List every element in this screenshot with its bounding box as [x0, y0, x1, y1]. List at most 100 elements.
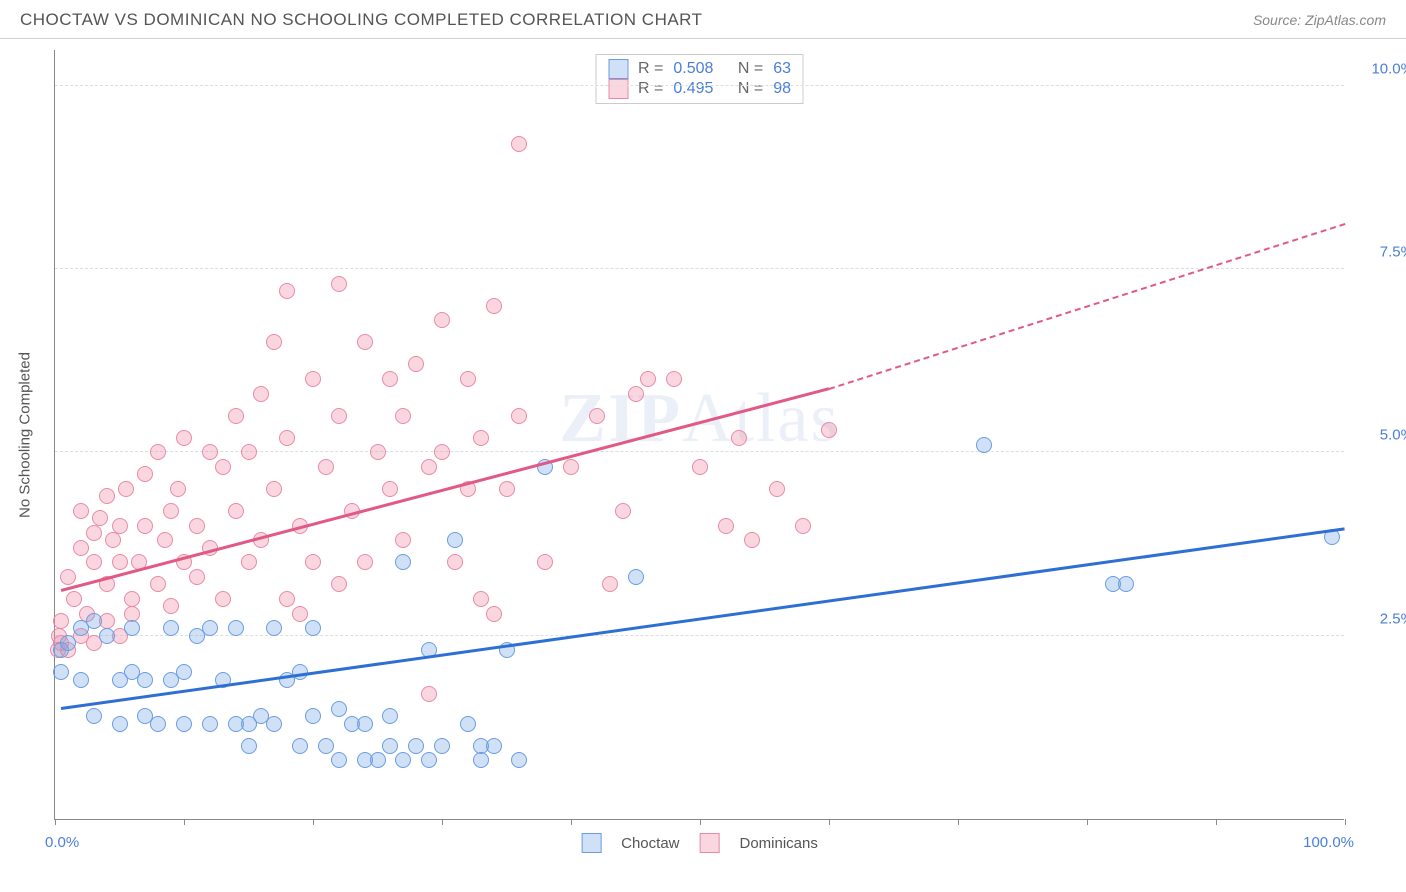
data-point-dominicans[interactable] — [73, 540, 89, 556]
data-point-dominicans[interactable] — [434, 312, 450, 328]
data-point-dominicans[interactable] — [370, 444, 386, 460]
data-point-dominicans[interactable] — [53, 613, 69, 629]
data-point-dominicans[interactable] — [105, 532, 121, 548]
data-point-dominicans[interactable] — [357, 554, 373, 570]
data-point-choctaw[interactable] — [421, 752, 437, 768]
data-point-dominicans[interactable] — [66, 591, 82, 607]
data-point-choctaw[interactable] — [73, 672, 89, 688]
data-point-dominicans[interactable] — [86, 525, 102, 541]
data-point-dominicans[interactable] — [395, 532, 411, 548]
data-point-choctaw[interactable] — [266, 716, 282, 732]
data-point-choctaw[interactable] — [473, 752, 489, 768]
data-point-dominicans[interactable] — [170, 481, 186, 497]
data-point-choctaw[interactable] — [447, 532, 463, 548]
data-point-dominicans[interactable] — [305, 371, 321, 387]
data-point-dominicans[interactable] — [357, 334, 373, 350]
data-point-choctaw[interactable] — [331, 701, 347, 717]
data-point-dominicans[interactable] — [215, 591, 231, 607]
data-point-choctaw[interactable] — [137, 672, 153, 688]
data-point-dominicans[interactable] — [795, 518, 811, 534]
data-point-dominicans[interactable] — [769, 481, 785, 497]
data-point-dominicans[interactable] — [73, 503, 89, 519]
data-point-dominicans[interactable] — [157, 532, 173, 548]
data-point-choctaw[interactable] — [486, 738, 502, 754]
data-point-dominicans[interactable] — [473, 591, 489, 607]
data-point-dominicans[interactable] — [537, 554, 553, 570]
data-point-dominicans[interactable] — [628, 386, 644, 402]
data-point-dominicans[interactable] — [266, 334, 282, 350]
data-point-choctaw[interactable] — [628, 569, 644, 585]
data-point-dominicans[interactable] — [460, 371, 476, 387]
data-point-dominicans[interactable] — [60, 569, 76, 585]
data-point-choctaw[interactable] — [318, 738, 334, 754]
data-point-dominicans[interactable] — [189, 569, 205, 585]
data-point-dominicans[interactable] — [499, 481, 515, 497]
data-point-choctaw[interactable] — [112, 716, 128, 732]
data-point-choctaw[interactable] — [53, 664, 69, 680]
data-point-dominicans[interactable] — [292, 606, 308, 622]
data-point-choctaw[interactable] — [395, 752, 411, 768]
data-point-dominicans[interactable] — [744, 532, 760, 548]
data-point-dominicans[interactable] — [473, 430, 489, 446]
data-point-choctaw[interactable] — [434, 738, 450, 754]
data-point-choctaw[interactable] — [202, 620, 218, 636]
data-point-choctaw[interactable] — [60, 635, 76, 651]
data-point-dominicans[interactable] — [731, 430, 747, 446]
data-point-dominicans[interactable] — [176, 430, 192, 446]
data-point-dominicans[interactable] — [189, 518, 205, 534]
data-point-dominicans[interactable] — [124, 606, 140, 622]
data-point-dominicans[interactable] — [228, 408, 244, 424]
data-point-choctaw[interactable] — [305, 708, 321, 724]
data-point-dominicans[interactable] — [163, 598, 179, 614]
data-point-choctaw[interactable] — [241, 738, 257, 754]
data-point-dominicans[interactable] — [563, 459, 579, 475]
data-point-choctaw[interactable] — [292, 738, 308, 754]
data-point-choctaw[interactable] — [370, 752, 386, 768]
data-point-choctaw[interactable] — [357, 716, 373, 732]
data-point-choctaw[interactable] — [86, 613, 102, 629]
data-point-choctaw[interactable] — [395, 554, 411, 570]
data-point-dominicans[interactable] — [718, 518, 734, 534]
data-point-dominicans[interactable] — [215, 459, 231, 475]
data-point-choctaw[interactable] — [511, 752, 527, 768]
data-point-dominicans[interactable] — [118, 481, 134, 497]
data-point-dominicans[interactable] — [318, 459, 334, 475]
data-point-dominicans[interactable] — [486, 298, 502, 314]
data-point-dominicans[interactable] — [511, 408, 527, 424]
data-point-dominicans[interactable] — [112, 554, 128, 570]
data-point-dominicans[interactable] — [615, 503, 631, 519]
data-point-dominicans[interactable] — [124, 591, 140, 607]
data-point-dominicans[interactable] — [382, 481, 398, 497]
data-point-dominicans[interactable] — [266, 481, 282, 497]
data-point-dominicans[interactable] — [241, 444, 257, 460]
data-point-dominicans[interactable] — [279, 591, 295, 607]
data-point-choctaw[interactable] — [163, 620, 179, 636]
data-point-choctaw[interactable] — [86, 708, 102, 724]
data-point-dominicans[interactable] — [331, 408, 347, 424]
data-point-dominicans[interactable] — [241, 554, 257, 570]
data-point-choctaw[interactable] — [202, 716, 218, 732]
data-point-choctaw[interactable] — [1118, 576, 1134, 592]
data-point-dominicans[interactable] — [434, 444, 450, 460]
data-point-dominicans[interactable] — [395, 408, 411, 424]
data-point-dominicans[interactable] — [589, 408, 605, 424]
data-point-dominicans[interactable] — [202, 444, 218, 460]
data-point-choctaw[interactable] — [228, 620, 244, 636]
data-point-dominicans[interactable] — [821, 422, 837, 438]
data-point-dominicans[interactable] — [86, 554, 102, 570]
data-point-choctaw[interactable] — [408, 738, 424, 754]
data-point-choctaw[interactable] — [266, 620, 282, 636]
data-point-dominicans[interactable] — [137, 466, 153, 482]
data-point-dominicans[interactable] — [163, 503, 179, 519]
data-point-dominicans[interactable] — [511, 136, 527, 152]
data-point-dominicans[interactable] — [602, 576, 618, 592]
data-point-dominicans[interactable] — [228, 503, 244, 519]
data-point-dominicans[interactable] — [99, 488, 115, 504]
data-point-dominicans[interactable] — [92, 510, 108, 526]
data-point-choctaw[interactable] — [976, 437, 992, 453]
data-point-dominicans[interactable] — [382, 371, 398, 387]
data-point-dominicans[interactable] — [112, 518, 128, 534]
data-point-dominicans[interactable] — [692, 459, 708, 475]
data-point-dominicans[interactable] — [331, 576, 347, 592]
data-point-choctaw[interactable] — [305, 620, 321, 636]
